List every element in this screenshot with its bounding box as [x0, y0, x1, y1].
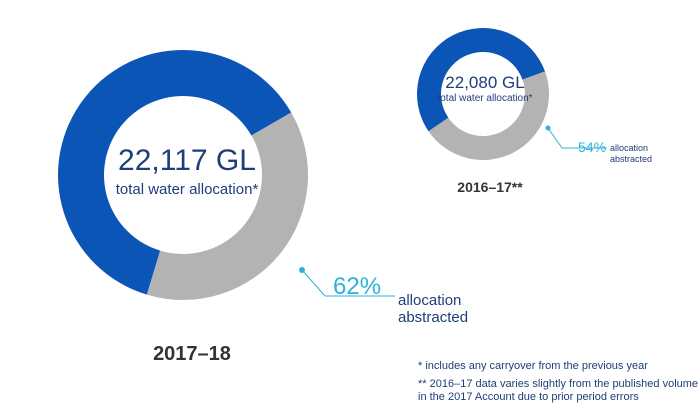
- leader-line-2017-18: [301, 269, 326, 297]
- footnote-1: * includes any carryover from the previo…: [418, 360, 648, 372]
- year-label-2016-17: 2016–17**: [457, 179, 523, 195]
- leader-dot-2016-17: [545, 125, 551, 131]
- slice-0-abstracted: [58, 49, 292, 295]
- footnote-3: in the 2017 Account due to prior period …: [418, 391, 639, 403]
- center-label-2017-18: total water allocation*: [116, 181, 259, 198]
- center-value-2016-17: 22,080 GL: [445, 73, 524, 92]
- footnote-2: ** 2016–17 data varies slightly from the…: [418, 378, 698, 390]
- annotation-2017-18-line2: abstracted: [398, 309, 468, 326]
- leader-line-2016-17: [547, 127, 563, 149]
- donut-2017-18: 22,117 GL total water allocation* 62% al…: [58, 49, 468, 365]
- slice-1-not-abstracted: [428, 71, 549, 160]
- center-value-2017-18: 22,117 GL: [118, 144, 256, 177]
- slice-0-not-abstracted: [146, 112, 308, 300]
- footnotes: * includes any carryover from the previo…: [418, 360, 698, 403]
- annotation-2017-18-line1: allocation: [398, 292, 461, 309]
- leader-dot-2017-18: [299, 267, 305, 273]
- donut-2016-17: 22,080 GL total water allocation* 54% al…: [416, 27, 652, 195]
- slice-1-abstracted: [416, 27, 546, 132]
- percent-2016-17: 54%: [578, 139, 606, 155]
- center-label-2016-17: total water allocation*: [437, 93, 532, 104]
- year-label-2017-18: 2017–18: [153, 343, 231, 365]
- annotation-2016-17-line1: allocation: [610, 143, 648, 153]
- percent-2017-18: 62%: [333, 273, 381, 300]
- annotation-2016-17-line2: abstracted: [610, 154, 652, 164]
